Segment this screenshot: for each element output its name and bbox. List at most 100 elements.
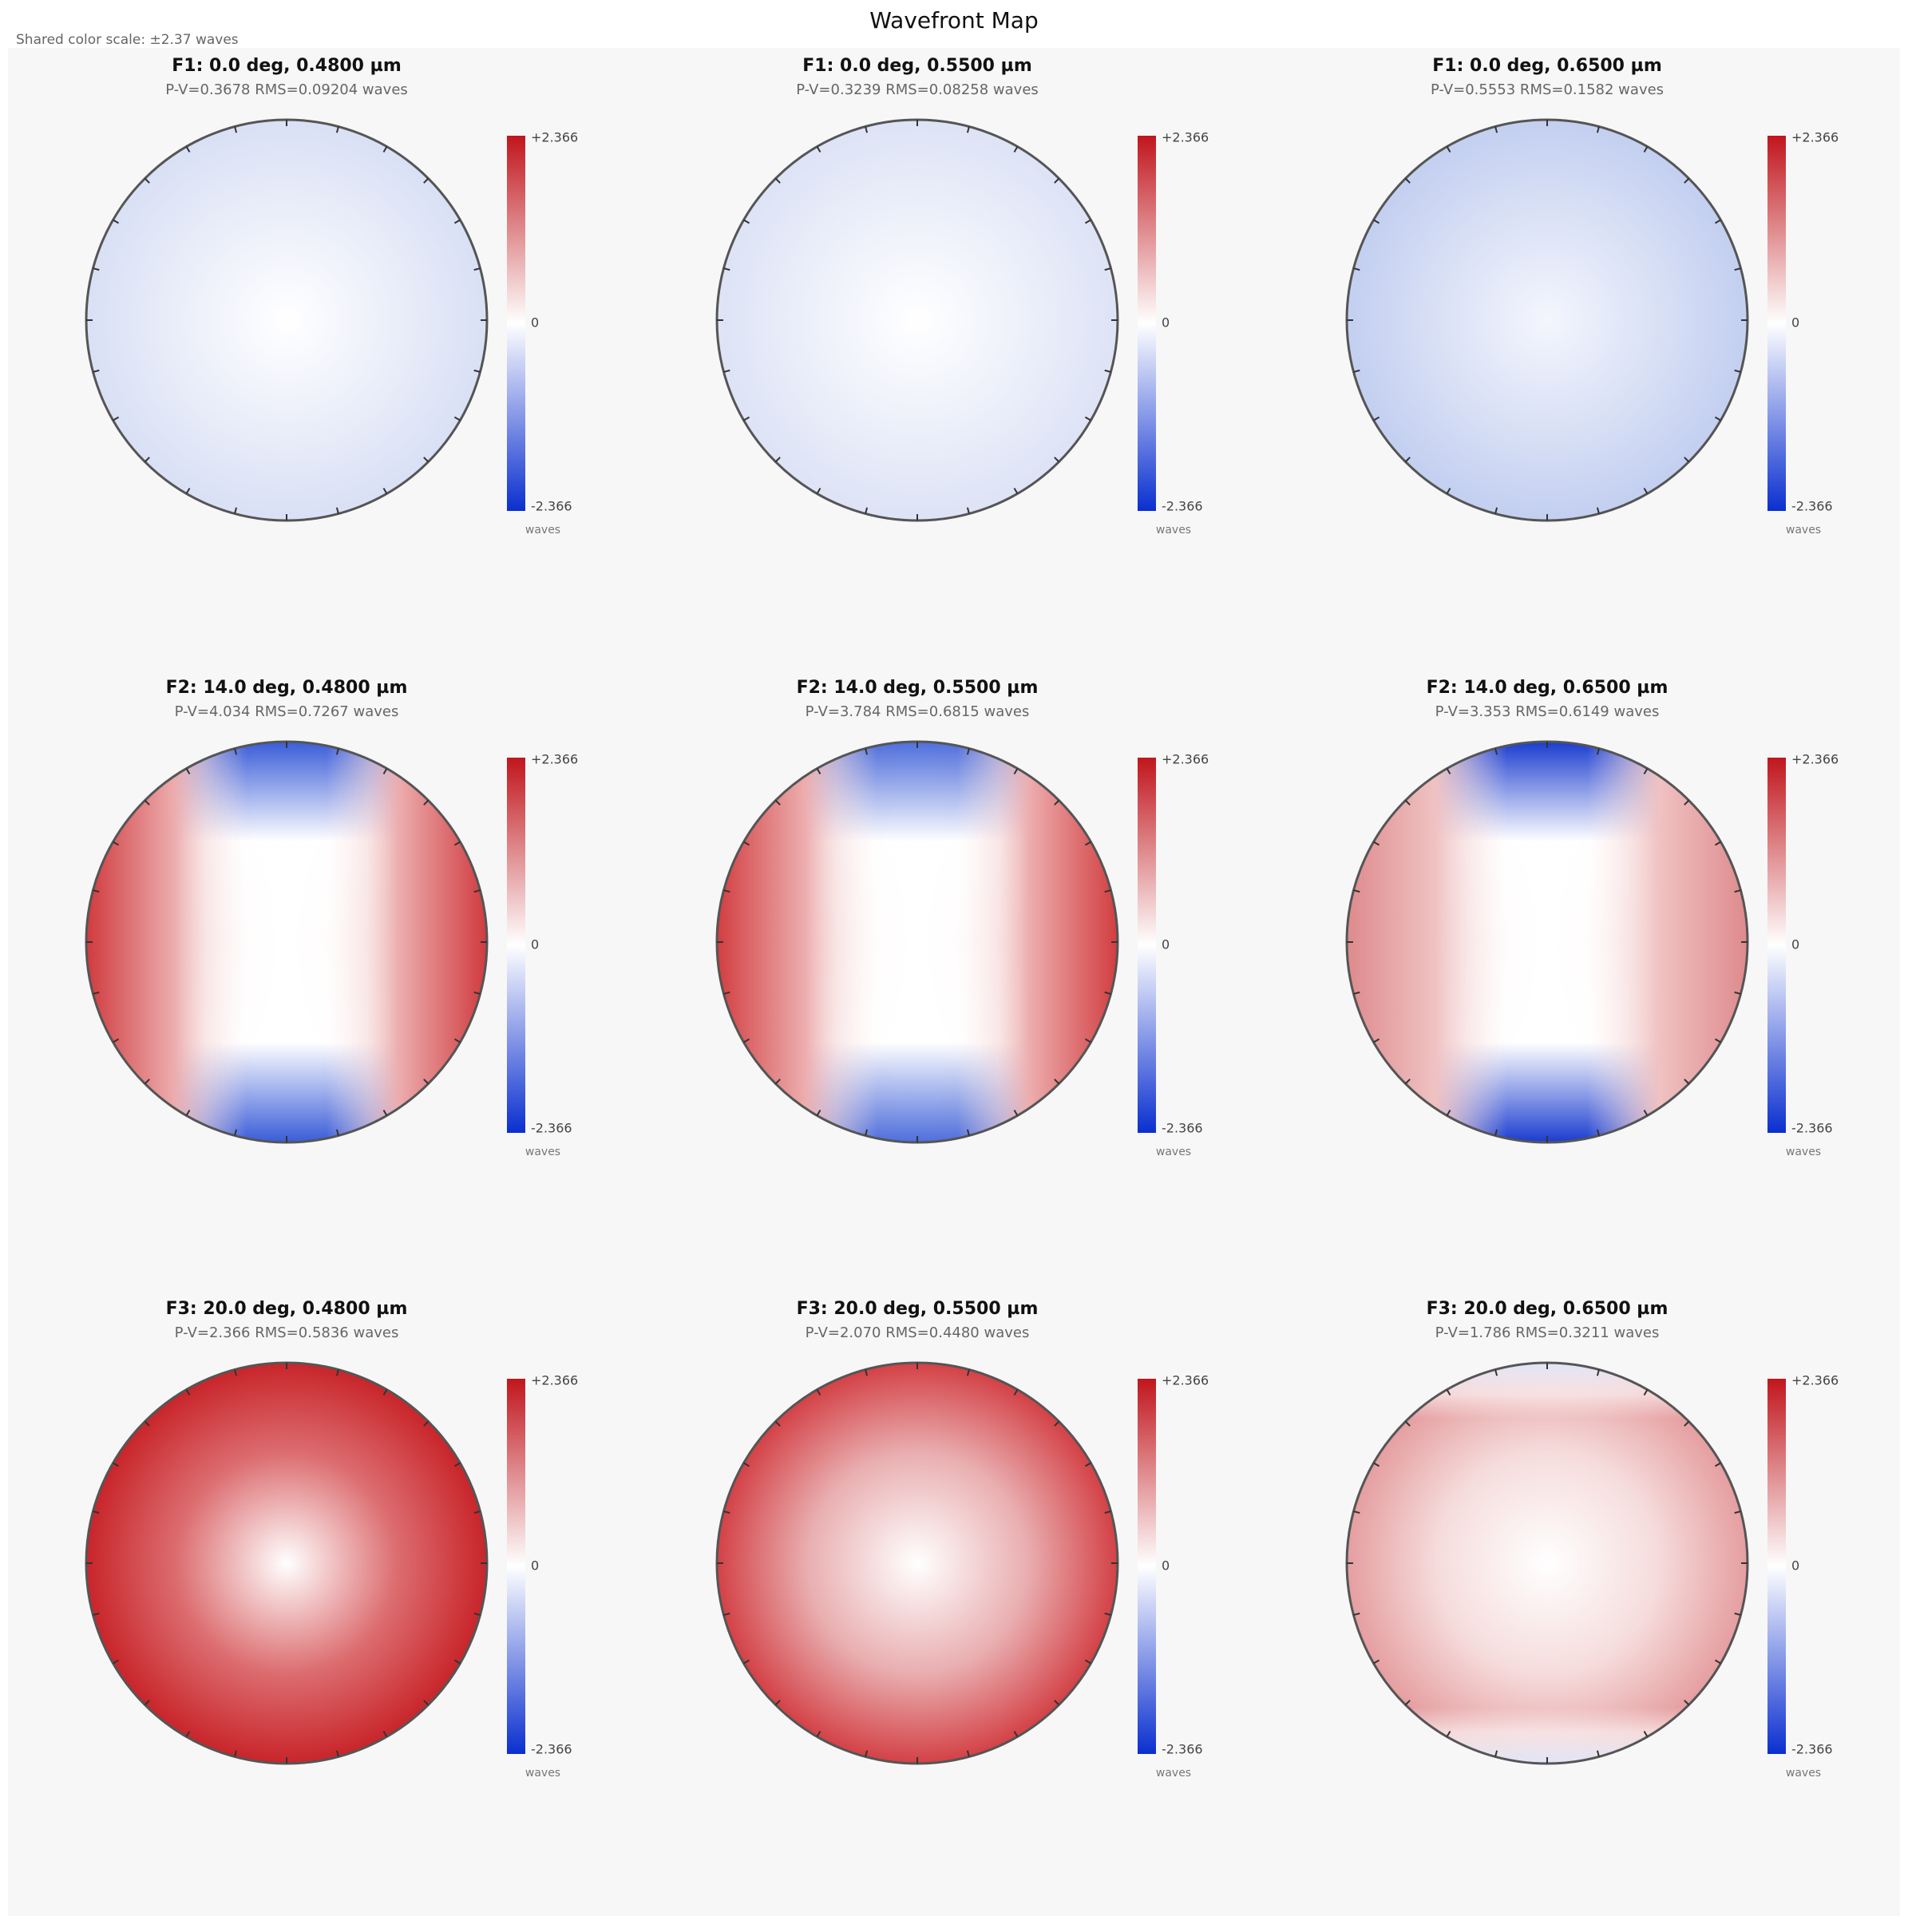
subtitle: Shared color scale: ±2.37 waves bbox=[16, 32, 239, 48]
rim-tick bbox=[93, 1510, 100, 1514]
rim-tick bbox=[816, 1389, 821, 1396]
rim-tick bbox=[473, 1510, 481, 1514]
rim-tick bbox=[382, 146, 388, 153]
wavefront-panel: F1: 0.0 deg, 0.6500 µm P-V=0.5553 RMS=0.1… bbox=[1345, 56, 1839, 536]
rim-tick bbox=[1054, 1700, 1060, 1706]
rim-tick bbox=[144, 457, 150, 463]
rim-tick bbox=[1104, 369, 1111, 373]
rim-tick bbox=[1494, 1750, 1498, 1757]
rim-tick bbox=[816, 1109, 821, 1116]
rim-tick bbox=[1596, 507, 1600, 514]
rim-tick bbox=[1446, 1389, 1451, 1396]
rim-tick bbox=[1643, 1109, 1649, 1116]
colorbar-min-label: -2.366 bbox=[1162, 499, 1203, 514]
colorbar-max-label: +2.366 bbox=[1162, 130, 1209, 145]
rim-tick bbox=[473, 889, 481, 893]
colorbar-unit: waves bbox=[1156, 1146, 1191, 1158]
panel-title: F1: 0.0 deg, 0.4800 µm bbox=[172, 56, 402, 76]
wavefront-panel: F2: 14.0 deg, 0.6500 µm P-V=3.353 RMS=0.6… bbox=[1345, 678, 1839, 1158]
rim-tick bbox=[1084, 219, 1091, 224]
rim-tick bbox=[1684, 177, 1690, 184]
rim-tick bbox=[113, 841, 120, 846]
rim-tick bbox=[1596, 1129, 1600, 1136]
rim-tick bbox=[1353, 889, 1360, 893]
colorbar-mid-label: 0 bbox=[1791, 315, 1799, 331]
colorbar-unit: waves bbox=[1786, 1146, 1821, 1158]
rim-tick bbox=[966, 1369, 970, 1376]
rim-tick bbox=[1446, 487, 1451, 494]
rim-tick bbox=[1446, 768, 1451, 775]
rim-tick bbox=[1353, 991, 1360, 995]
rim-tick bbox=[1353, 1612, 1360, 1616]
rim-tick bbox=[1104, 1612, 1111, 1616]
rim-tick bbox=[382, 1389, 388, 1396]
rim-tick bbox=[113, 1659, 120, 1665]
panel-title: F2: 14.0 deg, 0.5500 µm bbox=[797, 678, 1039, 698]
colorbar-max-label: +2.366 bbox=[531, 130, 578, 145]
rim-tick bbox=[382, 1730, 388, 1737]
rim-tick bbox=[1054, 177, 1060, 184]
rim-tick bbox=[743, 219, 750, 224]
rim-tick bbox=[234, 126, 238, 133]
rim-tick bbox=[1373, 841, 1380, 846]
colorbar-unit: waves bbox=[525, 524, 560, 536]
rim-tick bbox=[1084, 1462, 1091, 1467]
rim-tick bbox=[473, 991, 481, 995]
colorbar bbox=[507, 1379, 525, 1754]
wavefront-map bbox=[717, 1363, 1118, 1764]
rim-tick bbox=[335, 1750, 339, 1757]
rim-tick bbox=[865, 1750, 869, 1757]
rim-tick bbox=[865, 1369, 869, 1376]
rim-tick bbox=[1373, 219, 1380, 224]
rim-tick bbox=[1596, 748, 1600, 755]
rim-tick bbox=[816, 487, 821, 494]
rim-tick bbox=[1684, 1079, 1690, 1085]
rim-tick bbox=[1373, 416, 1380, 422]
panel-title: F1: 0.0 deg, 0.6500 µm bbox=[1432, 56, 1662, 76]
rim-tick bbox=[1353, 267, 1360, 271]
rim-tick bbox=[1734, 267, 1741, 271]
colorbar-mid-label: 0 bbox=[1162, 1558, 1170, 1574]
rim-tick bbox=[335, 748, 339, 755]
rim-tick bbox=[144, 799, 150, 806]
rim-tick bbox=[774, 457, 781, 463]
colorbar-mid-label: 0 bbox=[531, 937, 539, 952]
rim-tick bbox=[1353, 369, 1360, 373]
colorbar-unit: waves bbox=[1786, 1767, 1821, 1780]
rim-tick bbox=[1054, 1079, 1060, 1085]
rim-tick bbox=[816, 1730, 821, 1737]
rim-tick bbox=[423, 1079, 429, 1085]
rim-tick bbox=[473, 369, 481, 373]
colorbar-min-label: -2.366 bbox=[1791, 1121, 1833, 1136]
rim-tick bbox=[1013, 146, 1019, 153]
rim-tick bbox=[113, 1462, 120, 1467]
rim-tick bbox=[423, 177, 429, 184]
rim-tick bbox=[113, 1038, 120, 1043]
colorbar-mid-label: 0 bbox=[1162, 937, 1170, 952]
rim-tick bbox=[335, 1129, 339, 1136]
rim-tick bbox=[234, 748, 238, 755]
rim-tick bbox=[774, 1700, 781, 1706]
rim-tick bbox=[743, 416, 750, 422]
rim-tick bbox=[144, 1079, 150, 1085]
rim-tick bbox=[144, 1700, 150, 1706]
rim-tick bbox=[1596, 1369, 1600, 1376]
panel-stats: P-V=2.070 RMS=0.4480 waves bbox=[806, 1324, 1030, 1341]
rim-tick bbox=[723, 267, 730, 271]
rim-tick bbox=[453, 416, 461, 422]
rim-tick bbox=[1734, 1612, 1741, 1616]
colorbar-max-label: +2.366 bbox=[1791, 752, 1839, 767]
rim-tick bbox=[1643, 1730, 1649, 1737]
rim-tick bbox=[723, 1612, 730, 1616]
rim-tick bbox=[1013, 768, 1019, 775]
rim-tick bbox=[1684, 1700, 1690, 1706]
rim-tick bbox=[1373, 1462, 1380, 1467]
rim-tick bbox=[743, 1462, 750, 1467]
colorbar-mid-label: 0 bbox=[531, 1558, 539, 1574]
rim-tick bbox=[1104, 991, 1111, 995]
rim-tick bbox=[382, 768, 388, 775]
wavefront-map bbox=[86, 120, 487, 521]
rim-tick bbox=[1494, 507, 1498, 514]
wavefront-map-overlay bbox=[86, 742, 487, 1142]
rim-tick bbox=[234, 507, 238, 514]
